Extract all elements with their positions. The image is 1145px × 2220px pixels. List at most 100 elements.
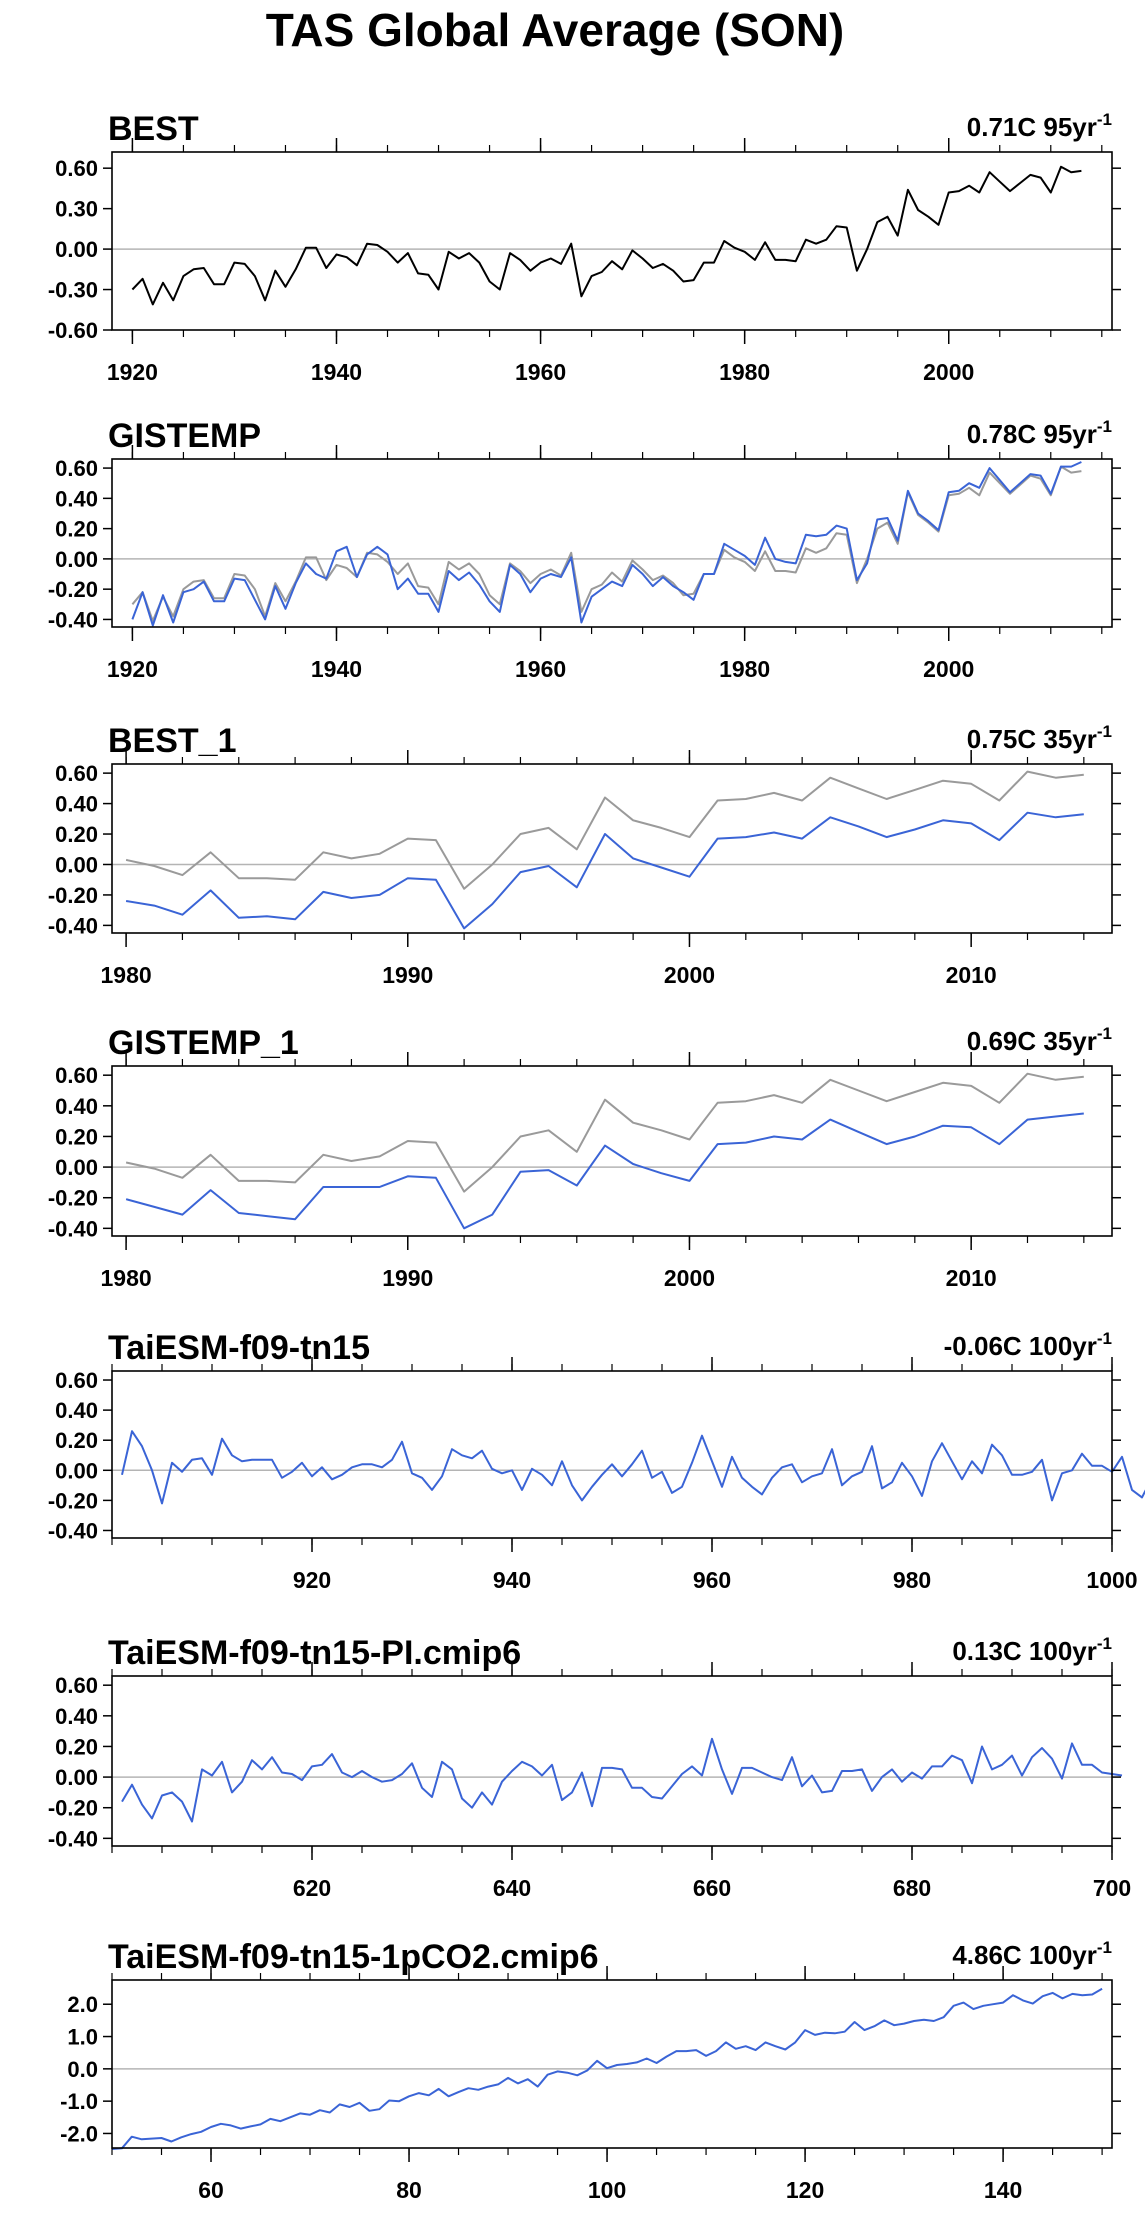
- trend-label: 0.13C 100yr-1: [952, 1634, 1112, 1666]
- x-tick-label: 920: [293, 1567, 331, 1593]
- chart-title: BEST_1: [108, 722, 237, 760]
- y-tick-label: -0.20: [48, 1186, 98, 1211]
- series-line-1: [131, 465, 1082, 622]
- y-tick-label: 0.60: [55, 1063, 98, 1088]
- x-tick-label: 2010: [946, 962, 997, 988]
- x-tick-label: 980: [893, 1567, 931, 1593]
- y-tick-label: 0.60: [55, 1368, 98, 1393]
- chart-panel-7: TaiESM-f09-tn15-1pCO2.cmip6 4.86C 100yr-1…: [60, 1938, 1121, 2203]
- trend-value: 0.13C 100yr: [952, 1636, 1097, 1666]
- series-line-2: [125, 811, 1084, 930]
- y-tick-label: -0.40: [48, 607, 98, 632]
- y-tick-label: -2.0: [60, 2121, 98, 2146]
- series-line-1: [131, 165, 1082, 306]
- y-tick-label: 0.20: [55, 1428, 98, 1453]
- series-line-1: [121, 1737, 1123, 1823]
- y-tick-label: 0.20: [55, 1124, 98, 1149]
- x-tick-label: 960: [693, 1567, 731, 1593]
- y-tick-label: 0.20: [55, 1734, 98, 1759]
- y-tick-label: 0.60: [55, 156, 98, 181]
- trend-exponent: -1: [1097, 1634, 1112, 1653]
- x-tick-label: 700: [1093, 1875, 1131, 1901]
- x-tick-label: 1000: [1086, 1567, 1137, 1593]
- y-tick-label: 0.20: [55, 822, 98, 847]
- x-tick-label: 1990: [382, 962, 433, 988]
- chart-panel-2: GISTEMP 0.78C 95yr-1 -0.40 -0.20 0.00 0.20 0.4…: [48, 417, 1121, 682]
- y-tick-label: -0.40: [48, 913, 98, 938]
- y-tick-label: 0.60: [55, 456, 98, 481]
- x-tick-label: 1960: [515, 656, 566, 682]
- x-tick-label: 1980: [719, 656, 770, 682]
- trend-label: 0.78C 95yr-1: [967, 417, 1112, 449]
- trend-label: 4.86C 100yr-1: [952, 1938, 1112, 1970]
- trend-label: 0.75C 35yr-1: [967, 722, 1112, 754]
- x-tick-label: 660: [693, 1875, 731, 1901]
- plot-frame: [111, 1065, 1113, 1237]
- x-tick-label: 2000: [664, 1265, 715, 1291]
- chart-title: GISTEMP_1: [108, 1024, 299, 1062]
- x-tick-label: 120: [786, 2177, 824, 2203]
- x-tick-label: 1960: [515, 359, 566, 385]
- y-tick-label: -0.40: [48, 1216, 98, 1241]
- x-tick-label: 1940: [311, 656, 362, 682]
- chart-panel-6: TaiESM-f09-tn15-PI.cmip6 0.13C 100yr-1 -0.…: [48, 1634, 1131, 1901]
- y-tick-label: -0.30: [48, 278, 98, 303]
- y-tick-label: -0.20: [48, 577, 98, 602]
- y-tick-label: 1.0: [67, 2025, 98, 2050]
- chart-title: TaiESM-f09-tn15-PI.cmip6: [108, 1634, 521, 1672]
- series-line-1: [111, 1987, 1103, 2150]
- trend-exponent: -1: [1097, 1024, 1112, 1043]
- trend-value: -0.06C 100yr: [944, 1331, 1097, 1361]
- trend-value: 0.69C 35yr: [967, 1026, 1097, 1056]
- x-tick-label: 2000: [664, 962, 715, 988]
- x-tick-label: 1980: [719, 359, 770, 385]
- chart-title: GISTEMP: [108, 417, 261, 455]
- x-tick-label: 1980: [100, 962, 151, 988]
- chart-title: TaiESM-f09-tn15: [108, 1329, 370, 1367]
- trend-exponent: -1: [1097, 1329, 1112, 1348]
- plot-frame: [111, 151, 1113, 331]
- x-tick-label: 80: [396, 2177, 422, 2203]
- x-tick-label: 1920: [107, 359, 158, 385]
- plot-frame: [111, 1979, 1113, 2149]
- chart-panel-5: TaiESM-f09-tn15 -0.06C 100yr-1 -0.40 -0.20 0…: [48, 1329, 1145, 1593]
- y-tick-label: 0.40: [55, 1094, 98, 1119]
- trend-value: 0.78C 95yr: [967, 419, 1097, 449]
- y-tick-label: 2.0: [67, 1992, 98, 2017]
- trend-label: -0.06C 100yr-1: [944, 1329, 1112, 1361]
- y-tick-label: 0.00: [55, 1765, 98, 1790]
- trend-label: 0.69C 35yr-1: [967, 1024, 1112, 1056]
- x-tick-label: 1980: [100, 1265, 151, 1291]
- page-title: TAS Global Average (SON): [265, 4, 845, 56]
- x-tick-label: 2000: [923, 359, 974, 385]
- y-tick-label: 0.00: [55, 852, 98, 877]
- y-tick-label: 0.0: [67, 2057, 98, 2082]
- trend-exponent: -1: [1097, 1938, 1112, 1957]
- y-tick-label: -0.20: [48, 883, 98, 908]
- chart-panel-1: BEST 0.71C 95yr-1 -0.60 -0.30 0.00 0.30 0.60 19…: [48, 110, 1121, 385]
- y-tick-label: 0.40: [55, 792, 98, 817]
- x-tick-label: 2010: [946, 1265, 997, 1291]
- x-tick-label: 60: [198, 2177, 224, 2203]
- y-tick-label: 0.40: [55, 486, 98, 511]
- x-tick-label: 2000: [923, 656, 974, 682]
- series-line-1: [121, 1430, 1145, 1505]
- y-tick-label: 0.40: [55, 1398, 98, 1423]
- plot-frame: [111, 458, 1113, 628]
- y-tick-label: -0.20: [48, 1488, 98, 1513]
- y-tick-label: 0.60: [55, 761, 98, 786]
- x-tick-label: 620: [293, 1875, 331, 1901]
- trend-label: 0.71C 95yr-1: [967, 110, 1112, 142]
- y-tick-label: 0.60: [55, 1673, 98, 1698]
- series-line-1: [125, 1072, 1084, 1193]
- x-tick-label: 680: [893, 1875, 931, 1901]
- x-tick-label: 140: [984, 2177, 1022, 2203]
- y-tick-label: 0.00: [55, 1458, 98, 1483]
- y-tick-label: -0.40: [48, 1518, 98, 1543]
- trend-exponent: -1: [1097, 110, 1112, 129]
- chart-panel-3: BEST_1 0.75C 35yr-1 -0.40 -0.20 0.00 0.20 0.40…: [48, 722, 1121, 988]
- trend-value: 0.71C 95yr: [967, 112, 1097, 142]
- y-tick-label: 0.00: [55, 1155, 98, 1180]
